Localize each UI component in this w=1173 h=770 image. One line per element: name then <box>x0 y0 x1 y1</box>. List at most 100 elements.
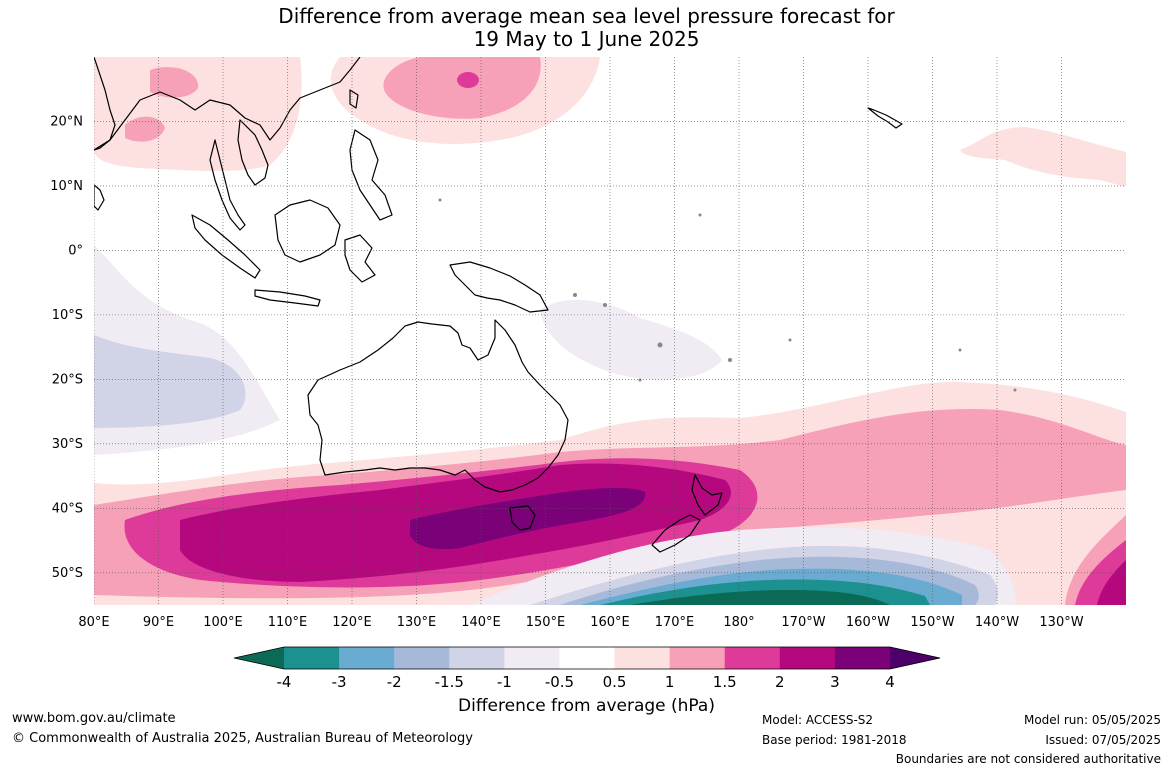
island-dot <box>788 338 792 342</box>
latitude-label: 30°S <box>52 437 83 452</box>
java-coastline <box>254 289 321 307</box>
chart-title-line1: Difference from average mean sea level p… <box>278 4 895 28</box>
anomaly-ne-pacific-1 <box>960 127 1126 187</box>
latitude-label: 20°S <box>52 372 83 387</box>
longitude-label: 160°E <box>590 615 630 630</box>
sri-lanka-coastline <box>94 184 105 211</box>
longitude-label: 130°E <box>397 615 437 630</box>
longitude-label: 110°E <box>268 615 308 630</box>
colorbar-tick-label: 0.5 <box>603 673 627 690</box>
colorbar-outline <box>233 646 941 670</box>
colorbar-min-extend <box>234 647 284 669</box>
longitude-label: 140°E <box>461 615 501 630</box>
footer-issued: Issued: 07/05/2025 <box>1045 733 1161 747</box>
anomaly-asia-1p5a <box>125 116 165 142</box>
colorbar-tick-label: 3 <box>830 673 840 690</box>
colorbar-tick-label: 2 <box>775 673 785 690</box>
colorbar-segment <box>559 647 616 669</box>
footer-website[interactable]: www.bom.gov.au/climate <box>12 711 176 726</box>
island-dot <box>638 378 642 382</box>
island-dot <box>573 293 577 297</box>
colorbar-segment <box>834 647 891 669</box>
latitude-label: 40°S <box>52 501 83 516</box>
island-dot <box>1013 388 1017 392</box>
colorbar-tick-label: 1.5 <box>713 673 737 690</box>
anomaly-south-m4 <box>630 590 890 605</box>
latitude-labels: 20°N 10°N 0° 10°S 20°S 30°S 40°S 50°S <box>50 114 83 580</box>
anomaly-se-pacific-3 <box>1097 560 1126 605</box>
colorbar-tick-label: -2 <box>387 673 402 690</box>
latitude-label: 0° <box>68 243 83 258</box>
colorbar-segment <box>394 647 450 669</box>
new-guinea-coastline <box>449 261 549 313</box>
longitude-label: 150°E <box>526 615 566 630</box>
latitude-label: 20°N <box>50 114 83 129</box>
colorbar-tick-label: -1 <box>497 673 512 690</box>
island-dot <box>958 348 962 352</box>
graticule <box>94 57 1126 605</box>
footer-base-period: Base period: 1981-2018 <box>762 733 907 747</box>
longitude-label: 130°W <box>1039 615 1083 630</box>
anomaly-indian-ocean-m1 <box>94 335 246 428</box>
anomaly-asia-1 <box>94 57 302 172</box>
colorbar-tick-label: 4 <box>885 673 895 690</box>
philippines-coastline <box>349 129 393 221</box>
sulawesi-coastline <box>344 234 376 283</box>
colorbar-max-extend <box>890 647 940 669</box>
island-dot <box>728 358 732 362</box>
longitude-label: 180° <box>723 615 754 630</box>
anomaly-north-sea-1p5 <box>383 57 541 119</box>
taiwan-coastline <box>349 89 359 109</box>
colorbar-segment <box>449 647 505 669</box>
australia-coastline <box>307 319 569 493</box>
colorbar-tick-label: -4 <box>277 673 292 690</box>
longitude-label: 140°W <box>975 615 1019 630</box>
longitude-label: 90°E <box>143 615 174 630</box>
colorbar: -4 -3 -2 -1.5 -1 -0.5 0.5 1 1.5 2 3 4 <box>233 646 941 690</box>
island-dot <box>657 342 663 348</box>
colorbar-tick-label: -1.5 <box>435 673 464 690</box>
longitude-label: 120°E <box>332 615 372 630</box>
footer-copyright: © Commonwealth of Australia 2025, Austra… <box>12 731 473 746</box>
colorbar-segment <box>669 647 726 669</box>
hawaii-coastline <box>867 107 903 129</box>
longitude-label: 100°E <box>203 615 243 630</box>
coastlines <box>94 57 903 553</box>
footer-model-run: Model run: 05/05/2025 <box>1023 713 1161 727</box>
colorbar-segment <box>284 647 340 669</box>
colorbar-title: Difference from average (hPa) <box>458 696 715 716</box>
colorbar-segment <box>614 647 671 669</box>
pressure-anomaly-map: 20°N 10°N 0° 10°S 20°S 30°S 40°S 50°S 80°E 90°E 1… <box>50 57 1126 690</box>
india-coastline <box>94 57 116 151</box>
longitude-label: 150°W <box>910 615 954 630</box>
indochina-coastline <box>237 119 269 186</box>
longitude-label: 80°E <box>78 615 109 630</box>
colorbar-tick-label: 1 <box>665 673 675 690</box>
island-dot <box>438 198 442 202</box>
chart-title-line2: 19 May to 1 June 2025 <box>473 27 700 51</box>
colorbar-segment <box>724 647 781 669</box>
longitude-labels: 80°E 90°E 100°E 110°E 120°E 130°E 140°E 150°E 16… <box>78 615 1083 630</box>
anomaly-asia-1p5b <box>150 67 199 98</box>
pacific-islands <box>438 198 1017 392</box>
longitude-label: 160°W <box>846 615 890 630</box>
colorbar-tick-label: -3 <box>332 673 347 690</box>
new-zealand-south-coastline <box>651 514 701 553</box>
malay-peninsula-coastline <box>209 139 246 231</box>
sumatra-coastline <box>191 214 261 279</box>
longitude-label: 170°W <box>781 615 825 630</box>
borneo-coastline <box>274 199 341 263</box>
island-dot <box>603 303 607 307</box>
latitude-label: 10°S <box>52 308 83 323</box>
longitude-label: 170°E <box>655 615 695 630</box>
latitude-label: 10°N <box>50 179 83 194</box>
anomaly-southern-ocean-4 <box>410 488 646 550</box>
colorbar-segment <box>779 647 836 669</box>
colorbar-tick-label: -0.5 <box>545 673 574 690</box>
map-plot-area <box>94 57 1126 605</box>
colorbar-segment <box>339 647 395 669</box>
new-zealand-north-coastline <box>691 474 723 516</box>
latitude-label: 50°S <box>52 566 83 581</box>
island-dot <box>698 213 702 217</box>
anomaly-coral-sea-m0p5 <box>540 299 722 380</box>
